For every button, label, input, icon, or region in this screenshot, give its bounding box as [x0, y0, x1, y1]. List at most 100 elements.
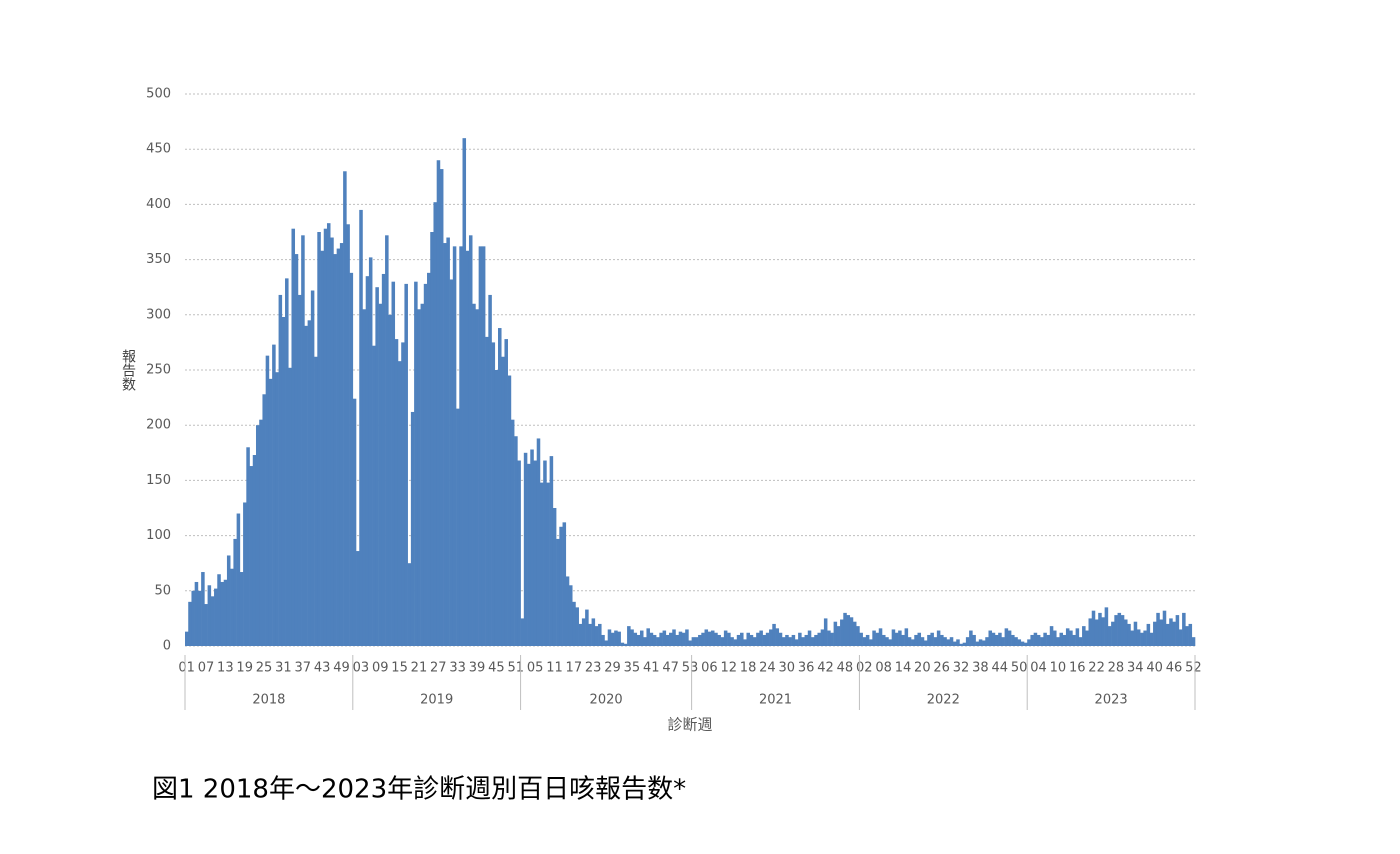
x-tick-label: 31: [275, 661, 292, 676]
x-tick-label: 34: [1127, 661, 1144, 676]
bar: [407, 563, 412, 646]
bar: [262, 394, 266, 646]
bar: [498, 328, 502, 646]
bar: [888, 639, 892, 646]
bar: [401, 342, 405, 646]
bar: [959, 643, 963, 646]
bar: [701, 632, 705, 646]
bar: [568, 585, 573, 646]
bar: [988, 630, 993, 646]
bar: [1033, 632, 1038, 646]
bar: [278, 294, 283, 646]
bar: [740, 632, 744, 646]
y-tick-label: 350: [146, 252, 171, 267]
bar: [523, 452, 528, 646]
bar: [272, 344, 276, 646]
bar: [669, 632, 673, 646]
bar: [727, 632, 731, 646]
bar: [1046, 634, 1051, 646]
bar: [268, 378, 273, 646]
bar: [681, 632, 686, 646]
bar: [885, 637, 889, 646]
bar: [307, 320, 312, 646]
bar: [1059, 632, 1063, 646]
bar: [1185, 626, 1189, 646]
y-tick-label: 300: [146, 307, 171, 322]
bar: [904, 628, 909, 646]
bar: [185, 631, 189, 646]
bar: [811, 637, 815, 646]
bar: [991, 632, 996, 646]
bar: [1191, 637, 1196, 646]
bar: [1056, 637, 1060, 646]
y-tick-label: 400: [146, 197, 171, 212]
bar: [856, 626, 860, 646]
bar: [556, 538, 560, 646]
bar: [530, 449, 534, 646]
bar: [601, 634, 605, 646]
x-tick-label: 48: [837, 661, 854, 676]
bar: [368, 257, 373, 646]
bar: [933, 637, 938, 646]
bar: [698, 634, 702, 646]
bar: [936, 630, 941, 646]
bar: [359, 209, 363, 647]
x-tick-label: 38: [972, 661, 989, 676]
bar: [1007, 630, 1012, 646]
bar: [607, 629, 612, 646]
bar: [546, 482, 550, 646]
bar: [281, 317, 286, 646]
bar: [769, 629, 773, 646]
x-tick-label: 42: [817, 661, 834, 676]
x-tick-label: 15: [391, 661, 408, 676]
x-tick-label: 37: [295, 661, 312, 676]
bar: [1053, 630, 1057, 646]
bar: [488, 294, 492, 646]
bar: [388, 314, 392, 646]
bar: [994, 634, 999, 646]
bar: [762, 634, 767, 646]
bar: [852, 621, 857, 646]
bar: [714, 632, 718, 646]
bar: [462, 138, 467, 646]
bar: [898, 630, 902, 646]
bar: [694, 637, 699, 646]
bar: [510, 419, 515, 646]
bar: [730, 637, 734, 646]
bar: [791, 634, 796, 646]
bar: [1101, 617, 1105, 646]
bar: [656, 637, 660, 646]
x-tick-label: 04: [1030, 661, 1047, 676]
bar: [314, 356, 318, 646]
bar: [259, 419, 263, 646]
bar: [191, 590, 195, 646]
bar: [549, 456, 554, 646]
x-tick-label: 45: [488, 661, 505, 676]
x-tick-label: 11: [546, 661, 563, 676]
bar: [433, 202, 437, 646]
bar: [581, 618, 586, 646]
bar: [485, 336, 489, 646]
bar: [985, 637, 989, 646]
x-tick-label: 20: [914, 661, 931, 676]
bar: [598, 623, 602, 646]
bar: [646, 628, 650, 646]
bar: [578, 623, 583, 646]
bar: [346, 224, 350, 646]
y-tick-label: 250: [146, 363, 171, 378]
bar: [427, 272, 431, 646]
bar: [1111, 621, 1115, 646]
bar: [633, 632, 638, 646]
x-axis-label: 診断週: [667, 716, 712, 734]
bar: [575, 607, 579, 646]
bar: [723, 630, 728, 646]
bar: [804, 634, 809, 646]
bar: [1014, 637, 1018, 646]
caption: 図1 2018年～2023年診断週別百日咳報告数*: [152, 775, 686, 805]
bar: [420, 303, 425, 646]
bar: [246, 447, 250, 646]
bar: [743, 639, 747, 646]
bar: [1172, 621, 1176, 646]
bar: [201, 572, 205, 646]
